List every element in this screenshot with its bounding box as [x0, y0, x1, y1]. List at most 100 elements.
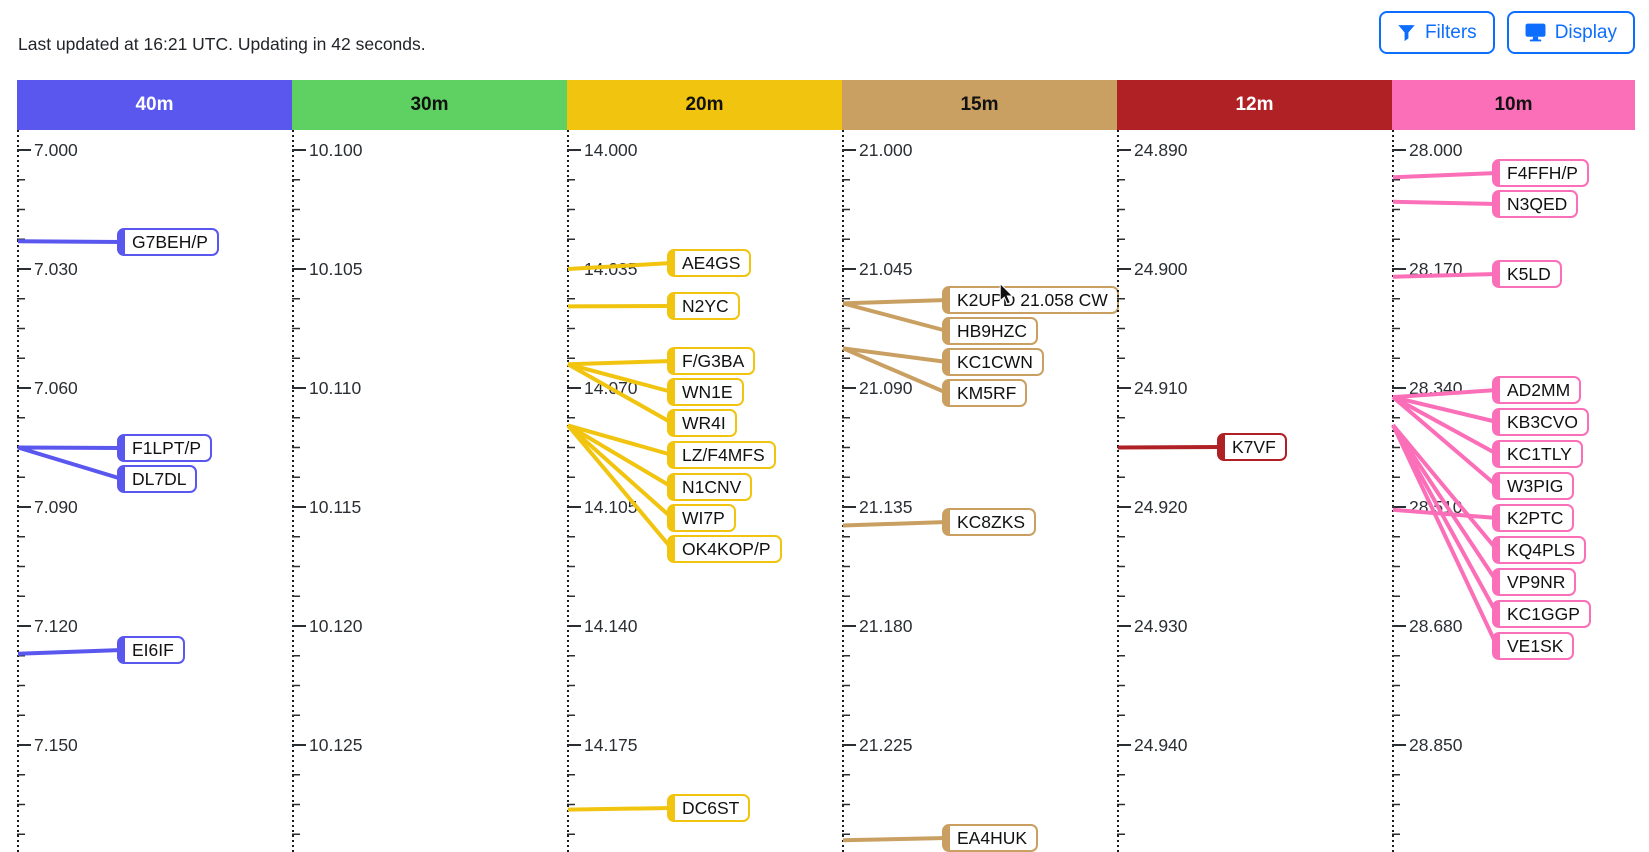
spot-VP9NR[interactable]: VP9NR	[1492, 568, 1577, 596]
freq-tick-label: 7.060	[34, 378, 78, 398]
spot-F/G3BA[interactable]: F/G3BA	[667, 347, 756, 375]
spot-DC6ST[interactable]: DC6ST	[667, 794, 751, 822]
spot-KC8ZKS[interactable]: KC8ZKS	[942, 508, 1037, 536]
spot-F4FFH/P[interactable]: F4FFH/P	[1492, 159, 1589, 187]
band-header-15m: 15m	[842, 80, 1117, 130]
spot-leader-line	[1392, 395, 1498, 424]
spot-leader-line	[567, 359, 673, 367]
freq-tick-label: 21.045	[859, 259, 913, 279]
freq-tick-label: 21.135	[859, 497, 913, 517]
freq-tick-label: 24.890	[1134, 140, 1188, 160]
spot-VE1SK[interactable]: VE1SK	[1492, 632, 1575, 660]
spot-KB3CVO[interactable]: KB3CVO	[1492, 408, 1589, 436]
spot-AE4GS[interactable]: AE4GS	[667, 249, 752, 277]
freq-tick-label: 14.175	[584, 735, 638, 755]
freq-tick-label: 10.105	[309, 259, 363, 279]
spot-F1LPT/P[interactable]: F1LPT/P	[117, 434, 213, 462]
spot-KC1GGP[interactable]: KC1GGP	[1492, 600, 1591, 628]
band-column-12m: 12m 24.890 24.900 24.910 24.920 24.930 24.940 K…	[1117, 0, 1392, 852]
freq-tick-label: 14.105	[584, 497, 638, 517]
freq-tick-label: 24.940	[1134, 735, 1188, 755]
band-header-10m: 10m	[1392, 80, 1635, 130]
freq-tick-label: 10.125	[309, 735, 363, 755]
spot-leader-line	[842, 346, 948, 364]
spot-leader-line	[1392, 395, 1498, 456]
spot-WN1E[interactable]: WN1E	[667, 378, 744, 406]
spot-KQ4PLS[interactable]: KQ4PLS	[1492, 536, 1587, 564]
spot-leader-line	[567, 806, 673, 812]
spot-WI7P[interactable]: WI7P	[667, 504, 736, 532]
spot-leader-line	[842, 301, 948, 333]
frequency-axis-15m: 21.000 21.045 21.090 21.135 21.180 21.225	[842, 130, 948, 852]
display-button-label: Display	[1554, 21, 1617, 43]
band-header-20m: 20m	[567, 80, 842, 130]
band-header-30m: 30m	[292, 80, 567, 130]
freq-tick-label: 10.100	[309, 140, 363, 160]
spot-LZ/F4MFS[interactable]: LZ/F4MFS	[667, 441, 776, 469]
band-column-40m: 40m 7.000 7.030 7.060 7.090 7.120 7.150 G7BEH/P…	[17, 0, 292, 852]
spot-HB9HZC[interactable]: HB9HZC	[942, 317, 1039, 345]
spot-KC1CWN[interactable]: KC1CWN	[942, 348, 1044, 376]
freq-tick-label: 21.180	[859, 616, 913, 636]
freq-tick-label: 21.000	[859, 140, 913, 160]
freq-tick-label: 14.140	[584, 616, 638, 636]
spot-leader-line	[1391, 395, 1499, 488]
freq-tick-label: 10.110	[309, 378, 361, 398]
band-column-15m: 15m 21.000 21.045 21.090 21.135 21.180 21.225 K…	[842, 0, 1119, 852]
spot-W3PIG[interactable]: W3PIG	[1492, 472, 1575, 500]
spot-leader-line	[17, 445, 123, 450]
spot-WR4I[interactable]: WR4I	[667, 409, 737, 437]
freq-tick-label: 24.920	[1134, 497, 1188, 517]
spot-leader-line	[566, 424, 674, 551]
spot-leader-line	[842, 298, 948, 306]
spot-EI6IF[interactable]: EI6IF	[117, 636, 185, 664]
spot-leader-line	[17, 239, 123, 244]
freq-tick-label: 28.850	[1409, 735, 1463, 755]
spot-K7VF[interactable]: K7VF	[1217, 433, 1287, 461]
freq-tick-label: 24.900	[1134, 259, 1188, 279]
freq-tick-label: 24.930	[1134, 616, 1188, 636]
frequency-axis-40m: 7.000 7.030 7.060 7.090 7.120 7.150	[17, 130, 123, 852]
frequency-axis-12m: 24.890 24.900 24.910 24.920 24.930 24.940	[1117, 130, 1223, 852]
spot-leader-line	[1117, 445, 1223, 450]
spot-leader-line	[567, 362, 673, 425]
spot-N1CNV[interactable]: N1CNV	[667, 473, 753, 501]
spot-AD2MM[interactable]: AD2MM	[1492, 376, 1582, 404]
frequency-axis-30m: 10.100 10.105 10.110 10.115 10.120 10.125	[292, 130, 363, 852]
filters-button[interactable]: Filters	[1378, 11, 1495, 54]
status-text: Last updated at 16:21 UTC. Updating in 4…	[18, 34, 426, 54]
freq-tick-label: 14.000	[584, 140, 638, 160]
spot-leader-line	[842, 520, 948, 528]
toolbar: Filters Display	[1378, 11, 1635, 54]
spot-OK4KOP/P[interactable]: OK4KOP/P	[667, 535, 782, 563]
freq-tick-label: 24.910	[1134, 378, 1188, 398]
freq-tick-label: 7.030	[34, 259, 78, 279]
freq-tick-label: 10.115	[309, 497, 361, 517]
spot-leader-line	[17, 445, 123, 481]
spot-K2PTC[interactable]: K2PTC	[1492, 504, 1575, 532]
freq-tick-label: 21.225	[859, 735, 913, 755]
spot-leader-line	[842, 836, 948, 843]
spot-N2YC[interactable]: N2YC	[667, 292, 740, 320]
spot-leader-line	[566, 423, 674, 520]
display-button[interactable]: Display	[1506, 11, 1635, 54]
spot-N3QED[interactable]: N3QED	[1492, 190, 1579, 218]
spot-KC1TLY[interactable]: KC1TLY	[1492, 440, 1583, 468]
spot-K5LD[interactable]: K5LD	[1492, 260, 1562, 288]
spot-K2UPD[interactable]: K2UPD 21.058 CW	[942, 286, 1119, 314]
freq-tick-label: 7.150	[34, 735, 78, 755]
spot-EA4HUK[interactable]: EA4HUK	[942, 824, 1039, 852]
freq-tick-label: 28.680	[1409, 616, 1463, 636]
spot-G7BEH/P[interactable]: G7BEH/P	[117, 228, 219, 256]
freq-tick-label: 28.000	[1409, 140, 1463, 160]
spot-leader-line	[1391, 423, 1499, 584]
freq-tick-label: 10.120	[309, 616, 363, 636]
spot-KM5RF[interactable]: KM5RF	[942, 379, 1028, 407]
band-column-10m: 10m 28.000 28.170 28.340 28.510 28.680 28.850 F…	[1391, 0, 1635, 852]
spot-DL7DL[interactable]: DL7DL	[117, 465, 198, 493]
band-header-40m: 40m	[17, 80, 292, 130]
freq-tick-label: 7.120	[34, 616, 78, 636]
